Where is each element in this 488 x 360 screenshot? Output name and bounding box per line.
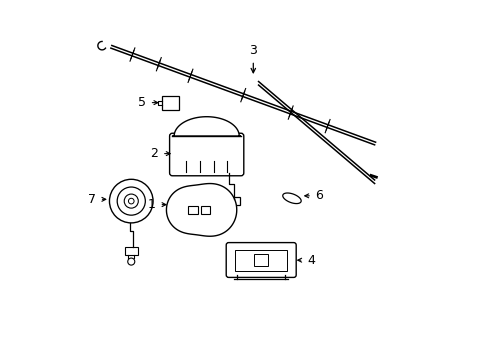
Polygon shape xyxy=(166,184,236,236)
Bar xyxy=(234,249,287,271)
Circle shape xyxy=(124,194,138,208)
Text: 7: 7 xyxy=(88,193,96,206)
Text: 1: 1 xyxy=(148,198,156,211)
Polygon shape xyxy=(188,206,198,214)
Polygon shape xyxy=(282,193,301,203)
Bar xyxy=(162,96,179,110)
Bar xyxy=(226,197,240,204)
Polygon shape xyxy=(200,206,210,214)
Circle shape xyxy=(127,258,135,265)
Bar xyxy=(254,254,267,266)
Circle shape xyxy=(128,198,134,204)
Circle shape xyxy=(109,179,153,223)
Text: 4: 4 xyxy=(306,254,314,267)
Polygon shape xyxy=(172,117,241,136)
Text: 5: 5 xyxy=(138,96,146,109)
Text: 2: 2 xyxy=(150,147,158,160)
Text: 6: 6 xyxy=(315,189,323,202)
Text: 3: 3 xyxy=(249,44,257,57)
FancyBboxPatch shape xyxy=(169,133,244,176)
Circle shape xyxy=(117,187,145,215)
FancyBboxPatch shape xyxy=(226,243,296,278)
Bar xyxy=(124,247,138,255)
